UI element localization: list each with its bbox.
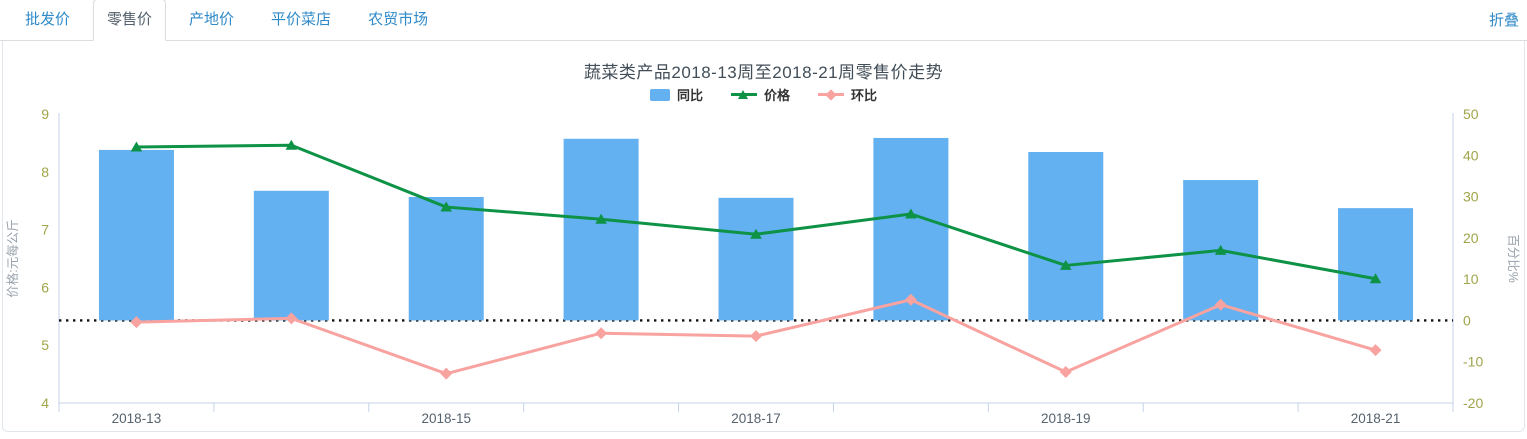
- rect-legend-marker: [649, 88, 670, 101]
- legend-item-mom[interactable]: 环比: [818, 85, 877, 104]
- chart-title: 蔬菜类产品2018-13周至2018-21周零售价走势: [583, 63, 944, 82]
- svg-text:10: 10: [1463, 271, 1479, 287]
- chart-panel: 4 5 6 7 8 9 -20 -10 0 10 20 30 40 50 2018-13 2018-15 201…: [2, 41, 1525, 432]
- svg-text:9: 9: [41, 106, 49, 122]
- diamond-legend-marker: [818, 88, 844, 101]
- svg-text:20: 20: [1463, 230, 1479, 246]
- svg-text:2018-13: 2018-13: [112, 411, 162, 426]
- svg-text:4: 4: [41, 395, 49, 411]
- legend-label-mom: 环比: [851, 88, 878, 103]
- triangle-legend-marker: [730, 89, 757, 101]
- collapse-link[interactable]: 折叠: [1488, 12, 1519, 29]
- svg-text:0: 0: [1463, 312, 1471, 328]
- svg-text:40: 40: [1463, 147, 1479, 163]
- svg-text:2018-17: 2018-17: [731, 411, 781, 426]
- svg-text:价格:元每公斤: 价格:元每公斤: [5, 219, 20, 297]
- tab-retail[interactable]: 零售价: [93, 0, 167, 41]
- svg-text:2018-19: 2018-19: [1041, 411, 1091, 426]
- legend-label-price: 价格: [763, 88, 790, 103]
- svg-text:7: 7: [41, 222, 49, 238]
- svg-text:2018-21: 2018-21: [1351, 411, 1401, 426]
- svg-text:-10: -10: [1463, 354, 1483, 370]
- tab-bar: 批发价 零售价 产地价 平价菜店 农贸市场 折叠: [0, 0, 1527, 41]
- legend-item-price[interactable]: 价格: [730, 85, 790, 104]
- tab-origin[interactable]: 产地价: [189, 11, 235, 28]
- tab-wholesale[interactable]: 批发价: [25, 11, 71, 28]
- svg-text:百分比%: 百分比%: [1506, 234, 1520, 283]
- svg-text:30: 30: [1463, 189, 1479, 205]
- svg-text:50: 50: [1463, 106, 1479, 122]
- svg-text:8: 8: [41, 164, 49, 180]
- tab-farmers-market[interactable]: 农贸市场: [368, 11, 429, 28]
- svg-text:5: 5: [41, 337, 49, 353]
- svg-text:-20: -20: [1463, 395, 1483, 411]
- svg-text:2018-15: 2018-15: [421, 411, 471, 426]
- legend-label-yoy: 同比: [676, 88, 703, 103]
- svg-text:6: 6: [41, 279, 49, 295]
- chart-legend: 同比 价格 环比: [3, 85, 1524, 104]
- tab-fair-price-shop[interactable]: 平价菜店: [271, 11, 332, 28]
- chart-canvas: 4 5 6 7 8 9 -20 -10 0 10 20 30 40 50 2018-13 2018-15 201…: [5, 106, 1520, 426]
- legend-item-yoy[interactable]: 同比: [649, 85, 703, 104]
